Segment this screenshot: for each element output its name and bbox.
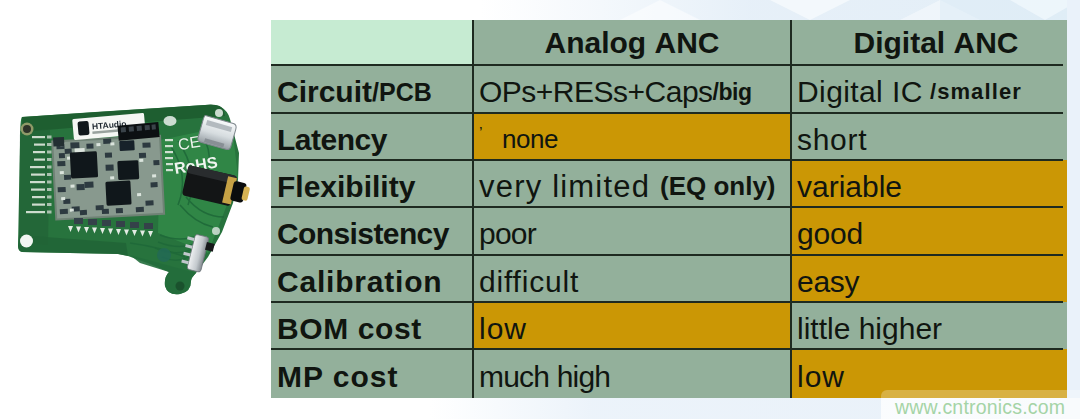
svg-text:CE: CE (177, 133, 202, 153)
